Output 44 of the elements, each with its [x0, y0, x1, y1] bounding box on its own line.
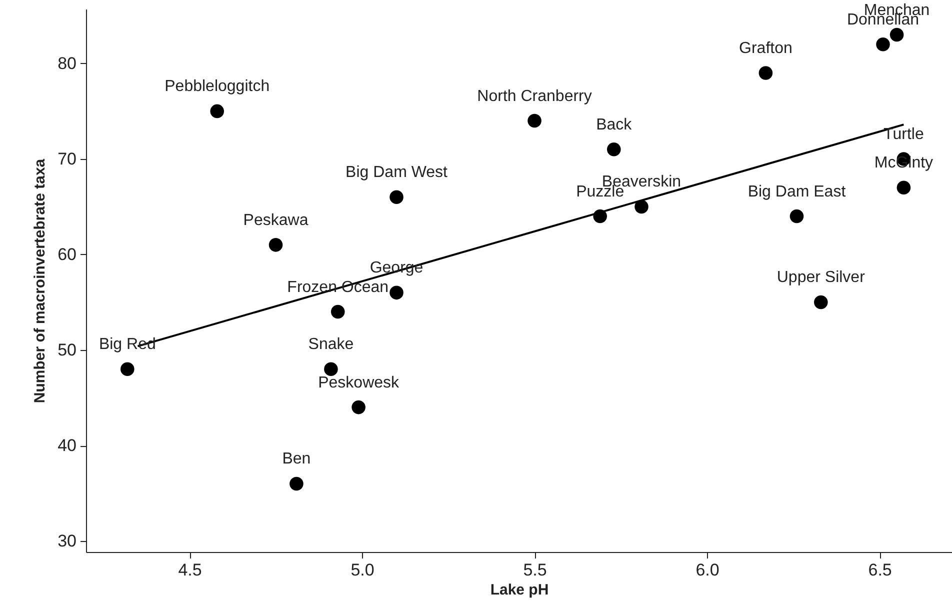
x-tick-label: 6.5 [868, 560, 892, 580]
annotation: Back [596, 116, 633, 134]
annotation: Peskowesk [318, 374, 400, 392]
point [896, 180, 911, 194]
point [390, 286, 404, 300]
point [268, 238, 283, 252]
point [290, 476, 304, 491]
annotation: Upper Silver [776, 269, 866, 286]
point [120, 362, 134, 376]
point [210, 104, 224, 118]
point [876, 37, 890, 52]
x-tick-label: 6.0 [696, 560, 720, 580]
point [390, 190, 404, 204]
y-tick-label: 70 [58, 149, 76, 168]
y-tick-label: 40 [58, 436, 76, 455]
annotation: Pebbleloggitch [164, 78, 270, 96]
annotation: Grafton [739, 40, 792, 57]
point [758, 66, 773, 80]
point [324, 362, 338, 376]
y-tick-label: 60 [58, 244, 76, 264]
point [890, 28, 904, 42]
annotation: Big Dam West [346, 164, 448, 182]
annotation: Turtle [884, 126, 924, 143]
point [330, 304, 345, 319]
point [352, 400, 366, 414]
y-tick-label: 50 [58, 340, 76, 360]
x-axis-title: Lake pH [490, 582, 549, 598]
y-tick-label: 30 [58, 532, 76, 551]
point [634, 200, 648, 214]
x-tick-label: 4.5 [178, 560, 202, 580]
y-axis-title: Number of macroinvertebrate taxa [32, 158, 49, 404]
annotation: North Cranberry [477, 88, 592, 105]
annotation: Snake [308, 336, 354, 354]
annotation: Frozen Ocean [287, 278, 389, 296]
y-tick-label: 80 [58, 54, 76, 73]
annotation: Big Dam East [748, 183, 846, 200]
x-tick-label: 5.0 [350, 560, 374, 580]
point [790, 209, 804, 224]
annotation: Peskawa [243, 212, 308, 229]
x-tick-label: 5.5 [523, 560, 547, 580]
point [814, 295, 828, 310]
point [606, 142, 621, 156]
point [528, 114, 542, 128]
annotation: Ben [282, 450, 311, 468]
